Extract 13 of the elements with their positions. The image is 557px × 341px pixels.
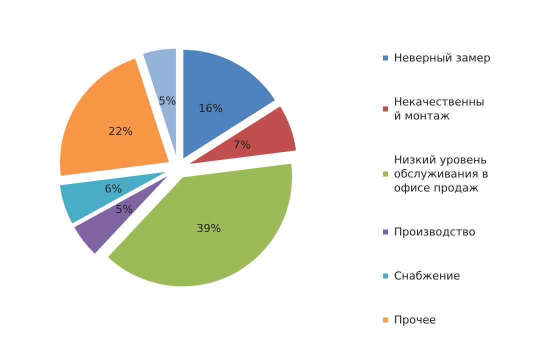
- legend-label: Прочее: [394, 314, 436, 326]
- legend-label: Снабжение: [394, 270, 460, 282]
- data-label: 5%: [116, 203, 133, 216]
- legend-label: Низкий уровень обслуживания в офисе продаж: [394, 154, 492, 194]
- data-label: 16%: [198, 102, 223, 115]
- data-label: 7%: [233, 138, 251, 152]
- legend-label: Некачественный монтаж: [394, 96, 484, 122]
- data-label: 5%: [158, 94, 176, 108]
- data-label: 39%: [196, 222, 222, 236]
- legend-label: Неверный замер: [394, 52, 490, 64]
- data-label: 6%: [104, 182, 122, 196]
- legend-label: Производство: [394, 226, 476, 238]
- data-label: 22%: [108, 125, 133, 138]
